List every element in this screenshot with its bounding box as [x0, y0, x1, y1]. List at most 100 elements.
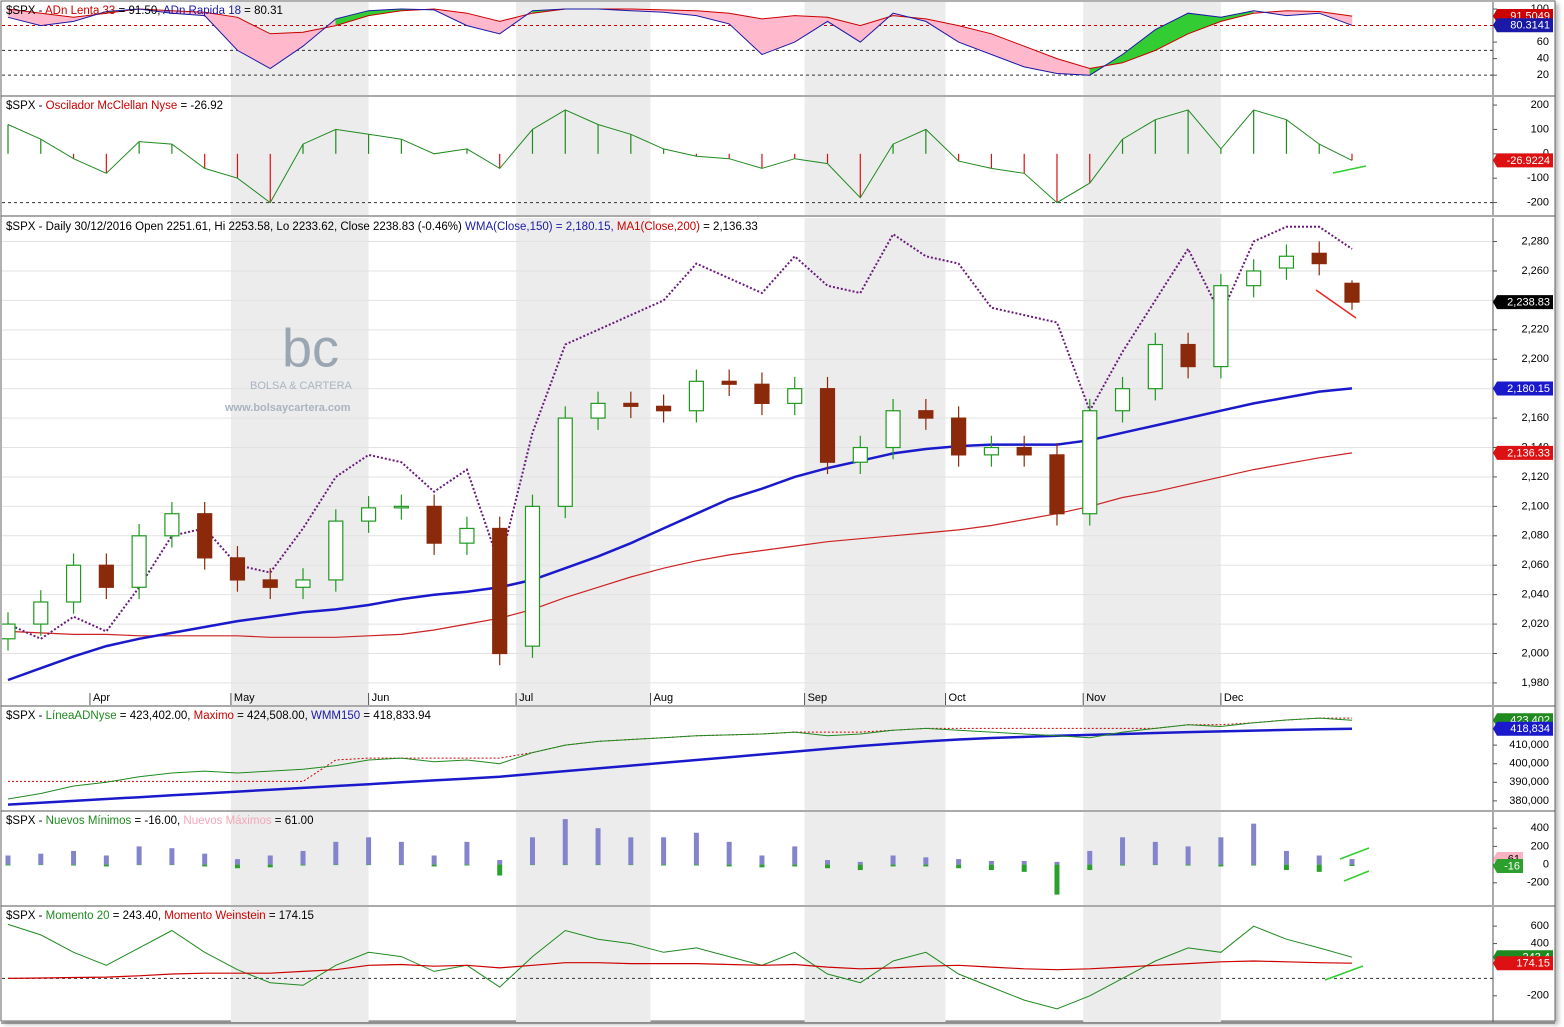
bar	[366, 837, 372, 865]
bar	[693, 832, 699, 865]
value-badge-label: -26.9224	[1507, 155, 1550, 167]
panel-title: $SPX - Nuevos Mínimos = -16.00, Nuevos M…	[6, 815, 313, 827]
panel-plot	[2, 218, 1493, 705]
candle-body	[1180, 343, 1196, 368]
month-shade	[804, 812, 946, 905]
bar	[628, 864, 634, 866]
bar	[726, 864, 732, 867]
candle-body	[1016, 446, 1032, 456]
title-part: = -16.00,	[131, 815, 183, 827]
bar	[366, 864, 372, 866]
panel-title: $SPX - Daily 30/12/2016 Open 2251.61, Hi…	[6, 221, 758, 233]
bar	[103, 864, 109, 867]
panel-plot	[2, 907, 1493, 1022]
value-badge-label: -16	[1504, 860, 1520, 872]
panel-plot	[2, 2, 1493, 95]
x-tick-label: May	[234, 692, 255, 704]
bar	[202, 864, 208, 867]
bar	[825, 864, 831, 869]
series-line	[7, 452, 1353, 638]
bar	[988, 864, 994, 871]
bar	[234, 864, 240, 869]
month-shade	[1083, 707, 1221, 810]
watermark-brand: BOLSA & CARTERA	[250, 380, 353, 392]
bar	[1218, 864, 1224, 867]
title-part: = -26.92	[177, 100, 223, 112]
title-part: = 174.15	[266, 910, 314, 922]
bar	[595, 828, 601, 865]
panel-plot	[7, 707, 1353, 810]
bar	[825, 860, 831, 865]
title-part: Oscilador McClellan Nyse	[46, 100, 178, 112]
bar	[792, 846, 798, 865]
candle-body	[885, 410, 901, 449]
month-shade	[516, 707, 651, 810]
value-badge	[1493, 18, 1553, 33]
x-tick-label: Jun	[372, 692, 390, 704]
y-tick-label: 400,000	[1509, 758, 1549, 770]
watermark-logo: bc	[282, 318, 339, 378]
bar	[1120, 837, 1126, 865]
bar	[464, 864, 470, 866]
bar	[988, 860, 994, 865]
bar	[398, 841, 404, 865]
bar	[71, 850, 77, 865]
value-badge	[1493, 721, 1553, 736]
bar	[890, 864, 896, 867]
candle-body	[623, 402, 639, 407]
bar	[5, 864, 11, 866]
x-tick-label: Aug	[653, 692, 673, 704]
bar	[1251, 864, 1257, 866]
bar	[1283, 864, 1289, 871]
series-line	[7, 225, 1353, 640]
x-tick-label: Nov	[1086, 692, 1106, 704]
bar	[169, 864, 175, 866]
bar	[136, 864, 142, 866]
bar	[202, 853, 208, 865]
bar	[300, 850, 306, 865]
y-tick-label: 2,080	[1521, 530, 1549, 542]
month-shade	[1083, 812, 1221, 905]
x-tick-label: Apr	[93, 692, 110, 704]
bar	[661, 864, 667, 866]
x-tick-label: Oct	[949, 692, 966, 704]
bar	[529, 837, 535, 865]
panel-title: $SPX - Momento 20 = 243.40, Momento Wein…	[6, 910, 314, 922]
panel-plot	[5, 812, 1355, 905]
candle-body	[98, 564, 114, 588]
bar	[71, 864, 77, 866]
oscillator-line	[7, 109, 1353, 204]
bar	[5, 855, 11, 865]
bar	[136, 846, 142, 865]
candle-body	[721, 380, 737, 385]
series-line	[7, 717, 1353, 800]
bar	[300, 864, 306, 866]
month-shade	[1083, 218, 1221, 705]
candle-body	[1344, 282, 1360, 303]
candle-body	[164, 513, 180, 537]
bar	[464, 841, 470, 865]
value-badge	[1493, 153, 1553, 168]
bar	[431, 864, 437, 867]
watermark: bc BOLSA & CARTERA www.bolsaycartera.com	[224, 318, 353, 414]
month-shade	[516, 2, 651, 95]
title-part: = 423,402.00,	[117, 710, 194, 722]
y-tick-label: 1,980	[1521, 677, 1549, 689]
month-shade	[804, 707, 946, 810]
candle-body	[1246, 270, 1262, 287]
title-part: = 80.31	[241, 5, 283, 17]
title-part: Momento 20	[46, 910, 110, 922]
candle-body	[33, 601, 49, 625]
y-tick-label: 2,040	[1521, 589, 1549, 601]
bar	[628, 837, 634, 865]
value-badge	[1493, 956, 1553, 971]
bar	[431, 855, 437, 865]
candle-body	[918, 410, 934, 419]
bar	[726, 841, 732, 865]
y-tick-label: 390,000	[1509, 776, 1549, 788]
x-tick-label: Dec	[1224, 692, 1244, 704]
candle-body	[1147, 343, 1163, 390]
bar	[497, 860, 503, 865]
